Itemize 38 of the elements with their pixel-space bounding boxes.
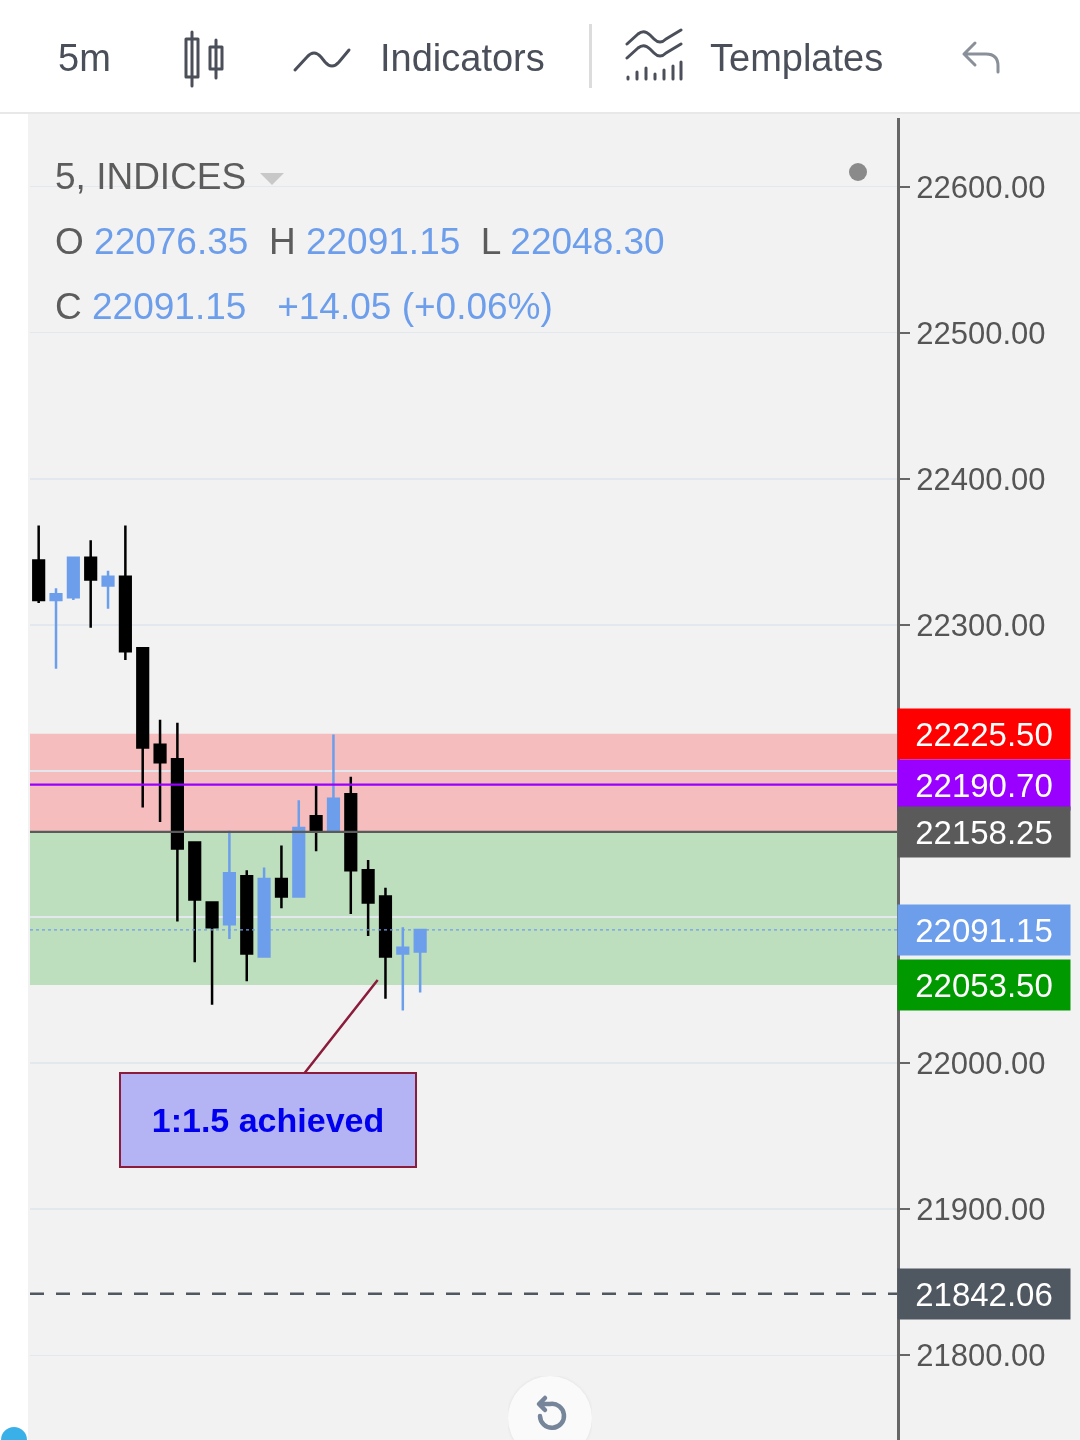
candlestick	[118, 524, 132, 662]
y-tick-label: 22000.00	[916, 1045, 1046, 1081]
ref-line-label: 22158.25	[915, 813, 1053, 851]
candlestick	[309, 784, 323, 853]
candlestick	[32, 524, 46, 605]
text: Indicators	[380, 36, 545, 80]
ref-line-label: 22190.70	[915, 766, 1053, 804]
annotation: 1:1.5 achieved	[151, 1101, 385, 1139]
ref-line-label: 21842.06	[915, 1275, 1053, 1313]
text: 5, INDICES	[55, 156, 247, 197]
ref-line-label: 22091.15	[915, 911, 1053, 949]
y-tick-label: 22600.00	[916, 169, 1046, 205]
candlestick	[292, 798, 306, 898]
text: Templates	[710, 36, 884, 80]
y-tick-label: 21900.00	[916, 1192, 1046, 1228]
candlestick	[101, 569, 115, 611]
text: 5m	[58, 36, 111, 80]
candlestick	[153, 718, 167, 824]
candlestick	[170, 721, 184, 923]
candlestick	[205, 901, 219, 1006]
candlestick	[49, 587, 63, 670]
text: O 22076.35 H 22091.15 L 22048.30 C 22091.15 +14.05 (+0.06%)	[55, 221, 665, 327]
candlestick	[66, 556, 80, 602]
candlestick	[274, 844, 289, 910]
candlestick	[344, 775, 358, 916]
candlestick	[378, 886, 393, 1001]
candlestick	[240, 869, 254, 983]
candlestick	[361, 858, 375, 938]
y-tick-label: 21800.00	[916, 1338, 1046, 1374]
band-label: 22053.50	[915, 966, 1053, 1004]
y-tick-label: 22500.00	[916, 315, 1046, 351]
y-tick-label: 22300.00	[916, 607, 1046, 643]
candlestick	[136, 647, 150, 809]
band-label: 22225.50	[915, 715, 1053, 753]
candlestick	[326, 733, 341, 833]
candlestick	[84, 538, 98, 630]
y-tick-label: 22400.00	[916, 461, 1046, 497]
candlestick	[188, 841, 202, 964]
